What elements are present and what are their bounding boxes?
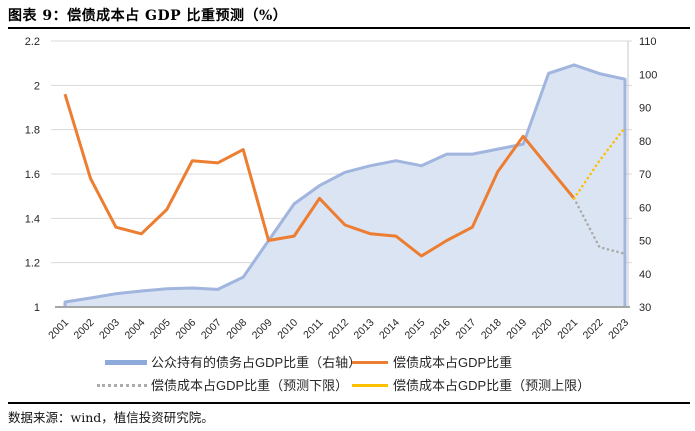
x-axis-year-label: 2020 — [530, 317, 555, 342]
legend-label: 偿债成本占GDP比重（预测下限） — [151, 378, 349, 393]
legend-yellow-swatch-icon — [352, 384, 388, 387]
left-axis-tick-label: 1.6 — [25, 169, 40, 181]
right-axis-tick-label: 110 — [639, 36, 657, 48]
title-divider — [8, 27, 690, 29]
chart-canvas: 2.2 2 1.8 1.6 1.4 1.2 1 110 100 90 80 70 60 50 40 30 200… — [25, 36, 658, 342]
legend-label: 偿债成本占GDP比重 — [393, 355, 513, 370]
x-axis-year-label: 2004 — [122, 317, 147, 342]
left-axis-tick-label: 1.4 — [25, 213, 40, 225]
legend-item-cost-line: 偿债成本占GDP比重 — [352, 353, 590, 372]
x-axis-year-label: 2011 — [301, 317, 326, 342]
x-axis-year-label: 2017 — [453, 317, 478, 342]
legend-area-swatch-icon — [105, 360, 147, 365]
x-axis-year-label: 2018 — [479, 317, 504, 342]
x-axis-year-label: 2007 — [199, 317, 224, 342]
x-axis-year-label: 2013 — [352, 317, 377, 342]
forecast-lower-series — [572, 197, 627, 256]
chart-legend: 公众持有的债务占GDP比重（右轴） 偿债成本占GDP比重 偿债成本占GDP比重（… — [95, 353, 590, 395]
debt-area-edge — [63, 63, 627, 307]
right-axis-tick-label: 80 — [639, 136, 651, 148]
x-axis-year-label: 2003 — [97, 317, 122, 342]
legend-label: 公众持有的债务占GDP比重（右轴） — [151, 355, 362, 370]
left-axis-tick-label: 2 — [34, 80, 40, 92]
left-axis-tick-label: 1.2 — [25, 258, 40, 270]
x-axis-year-label: 2005 — [148, 317, 173, 342]
x-axis-year-label: 2015 — [402, 317, 427, 342]
data-source: 数据来源：wind，植信投资研究院。 — [8, 410, 214, 425]
right-axis-tick-label: 100 — [639, 69, 657, 81]
x-axis-year-label: 2019 — [504, 317, 529, 342]
cost-line-series — [63, 93, 576, 258]
legend-item-forecast-upper: 偿债成本占GDP比重（预测上限） — [352, 376, 590, 395]
page-title: 图表 9：偿债成本占 GDP 比重预测（%） — [8, 8, 288, 24]
x-axis-year-label: 2023 — [606, 317, 631, 342]
legend-item-forecast-lower: 偿债成本占GDP比重（预测下限） — [95, 376, 352, 395]
x-axis-year-label: 2022 — [581, 317, 606, 342]
x-axis-year-label: 2009 — [250, 317, 275, 342]
forecast-upper-series — [572, 126, 627, 200]
right-axis-tick-label: 70 — [639, 169, 651, 181]
legend-item-debt-area: 公众持有的债务占GDP比重（右轴） — [95, 353, 361, 372]
x-axis-year-label: 2021 — [555, 317, 580, 342]
left-axis-tick-label: 1 — [34, 302, 40, 314]
footer-divider — [8, 402, 690, 404]
debt-area-series — [65, 64, 625, 308]
x-axis-year-label: 2016 — [428, 317, 453, 342]
left-axis-tick-label: 1.8 — [25, 125, 40, 137]
left-axis-tick-label: 2.2 — [25, 36, 40, 48]
right-axis-tick-label: 50 — [639, 236, 651, 248]
x-axis-year-label: 2008 — [224, 317, 249, 342]
legend-label: 偿债成本占GDP比重（预测上限） — [393, 378, 591, 393]
legend-dotted-swatch-icon — [97, 384, 147, 387]
x-axis-year-label: 2002 — [72, 317, 97, 342]
right-axis-tick-label: 40 — [639, 269, 651, 281]
x-axis-year-label: 2001 — [46, 317, 71, 342]
right-axis-tick-label: 30 — [639, 302, 651, 314]
x-axis-year-label: 2010 — [275, 317, 300, 342]
legend-line-swatch-icon — [352, 361, 388, 364]
right-axis-tick-label: 60 — [639, 202, 651, 214]
x-axis-year-label: 2012 — [326, 317, 351, 342]
x-axis-year-label: 2014 — [377, 317, 402, 342]
x-axis-year-label: 2006 — [173, 317, 198, 342]
right-axis-tick-label: 90 — [639, 103, 651, 115]
